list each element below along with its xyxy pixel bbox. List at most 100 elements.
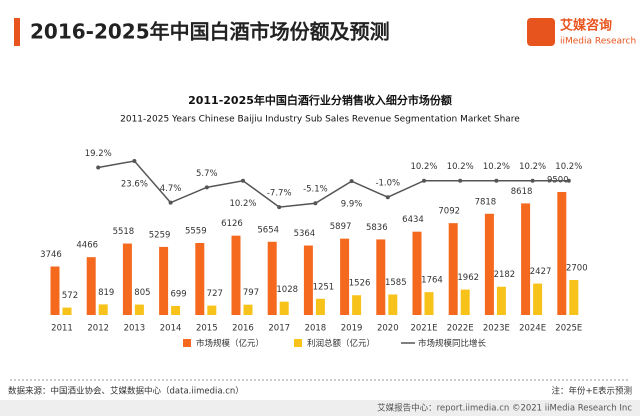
x-tick-label: 2019	[341, 324, 363, 334]
growth-label: 10.2%	[447, 162, 474, 172]
bar-label: 5364	[294, 229, 316, 239]
bar	[521, 203, 531, 315]
title-accent	[14, 18, 20, 46]
bar-label: 5518	[113, 227, 135, 237]
x-tick-label: 2025E	[555, 324, 582, 334]
growth-label: 5.7%	[196, 169, 218, 179]
bar	[98, 304, 108, 315]
legend-label: 利润总额（亿元）	[307, 338, 375, 349]
bar	[315, 298, 325, 315]
growth-label: 9.9%	[341, 200, 363, 210]
growth-point	[530, 178, 535, 183]
chart-subtitle: 2011-2025 Years Chinese Baijiu Industry …	[120, 115, 520, 125]
bar	[533, 283, 543, 315]
bar-label: 572	[62, 291, 78, 301]
bar	[388, 294, 398, 315]
bar	[340, 238, 350, 315]
growth-point	[349, 179, 354, 184]
bar-label: 1962	[457, 273, 479, 283]
note: 注：年份+E表示预测	[552, 386, 633, 397]
growth-point	[241, 178, 245, 183]
bar-label: 2427	[530, 267, 552, 277]
bar-label: 819	[98, 288, 114, 298]
growth-point	[168, 200, 173, 205]
x-tick-label: 2013	[124, 324, 146, 334]
bar-label: 699	[170, 289, 186, 299]
x-tick-label: 2011	[51, 324, 73, 334]
bar-label: 1764	[421, 276, 443, 286]
growth-label: 10.2%	[555, 162, 582, 172]
bar	[86, 257, 96, 315]
bar-label: 5836	[366, 223, 388, 233]
growth-point	[313, 201, 318, 206]
growth-point	[96, 165, 101, 170]
chart-title: 2011-2025年中国白酒行业分销售收入细分市场份额	[188, 93, 452, 107]
bar	[62, 307, 72, 315]
bar-label: 1028	[276, 285, 298, 295]
growth-label: 10.2%	[483, 162, 510, 172]
bar-label: 805	[134, 288, 150, 298]
bar	[231, 235, 241, 315]
bar	[569, 280, 579, 315]
legend-label: 市场规模（亿元）	[196, 338, 264, 349]
x-tick-label: 2018	[305, 324, 327, 334]
x-tick-label: 2021E	[410, 324, 437, 334]
x-tick-label: 2014	[160, 324, 182, 334]
bar	[50, 266, 60, 315]
legend-label: 市场规模同比增长	[418, 338, 487, 349]
x-tick-label: 2016	[232, 324, 254, 334]
bar	[412, 231, 422, 315]
bar-label: 797	[243, 288, 259, 298]
bar-label: 6126	[221, 219, 243, 229]
bar	[484, 213, 494, 315]
growth-point	[385, 195, 390, 200]
page-title: 2016-2025年中国白酒市场份额及预测	[30, 20, 390, 44]
growth-label: 10.2%	[519, 162, 546, 172]
bar	[448, 223, 458, 315]
logo: 艾媒咨询	[560, 18, 612, 34]
growth-label: 19.2%	[85, 149, 112, 159]
bar	[243, 304, 253, 315]
bar	[557, 191, 567, 315]
growth-label: 10.2%	[410, 162, 437, 172]
x-tick-label: 2024E	[519, 324, 546, 334]
x-tick-label: 2020	[377, 324, 399, 334]
bar-label: 2182	[494, 270, 516, 280]
logo-icon	[527, 18, 555, 46]
bar	[171, 305, 181, 315]
bar-label: 5897	[330, 222, 352, 232]
growth-point	[277, 205, 282, 210]
bar	[134, 304, 144, 315]
bar-label: 727	[207, 289, 223, 299]
x-tick-label: 2015	[196, 324, 218, 334]
source: 数据来源：中国酒业协会、艾媒数据中心（data.iimedia.cn）	[8, 386, 244, 397]
bar	[303, 245, 313, 315]
growth-label: -1.0%	[375, 179, 400, 189]
footer-text: 艾媒报告中心：report.iimedia.cn ©2021 iiMedia R…	[377, 403, 632, 414]
bar-label: 5654	[257, 225, 279, 235]
bar	[159, 246, 169, 315]
legend-swatch	[183, 339, 191, 347]
bar-label: 5559	[185, 227, 207, 237]
bar-label: 1585	[385, 278, 407, 288]
bar-label: 1526	[349, 279, 371, 289]
growth-label: 23.6%	[121, 180, 148, 190]
bar	[460, 289, 470, 315]
x-tick-label: 2017	[268, 324, 290, 334]
x-tick-label: 2023E	[483, 324, 510, 334]
bar	[352, 295, 362, 315]
footer-bar	[0, 400, 640, 416]
growth-label: 10.2%	[229, 199, 256, 209]
bar	[424, 292, 434, 315]
bar	[122, 243, 132, 315]
bar-label: 5259	[149, 230, 171, 240]
bar	[279, 301, 289, 315]
growth-point	[566, 178, 571, 183]
logo-sub: iiMedia Research	[560, 37, 636, 47]
bar	[195, 243, 205, 315]
growth-line	[98, 160, 569, 208]
bar-label: 4466	[76, 241, 98, 251]
bar	[207, 305, 217, 315]
x-tick-label: 2022E	[447, 324, 474, 334]
